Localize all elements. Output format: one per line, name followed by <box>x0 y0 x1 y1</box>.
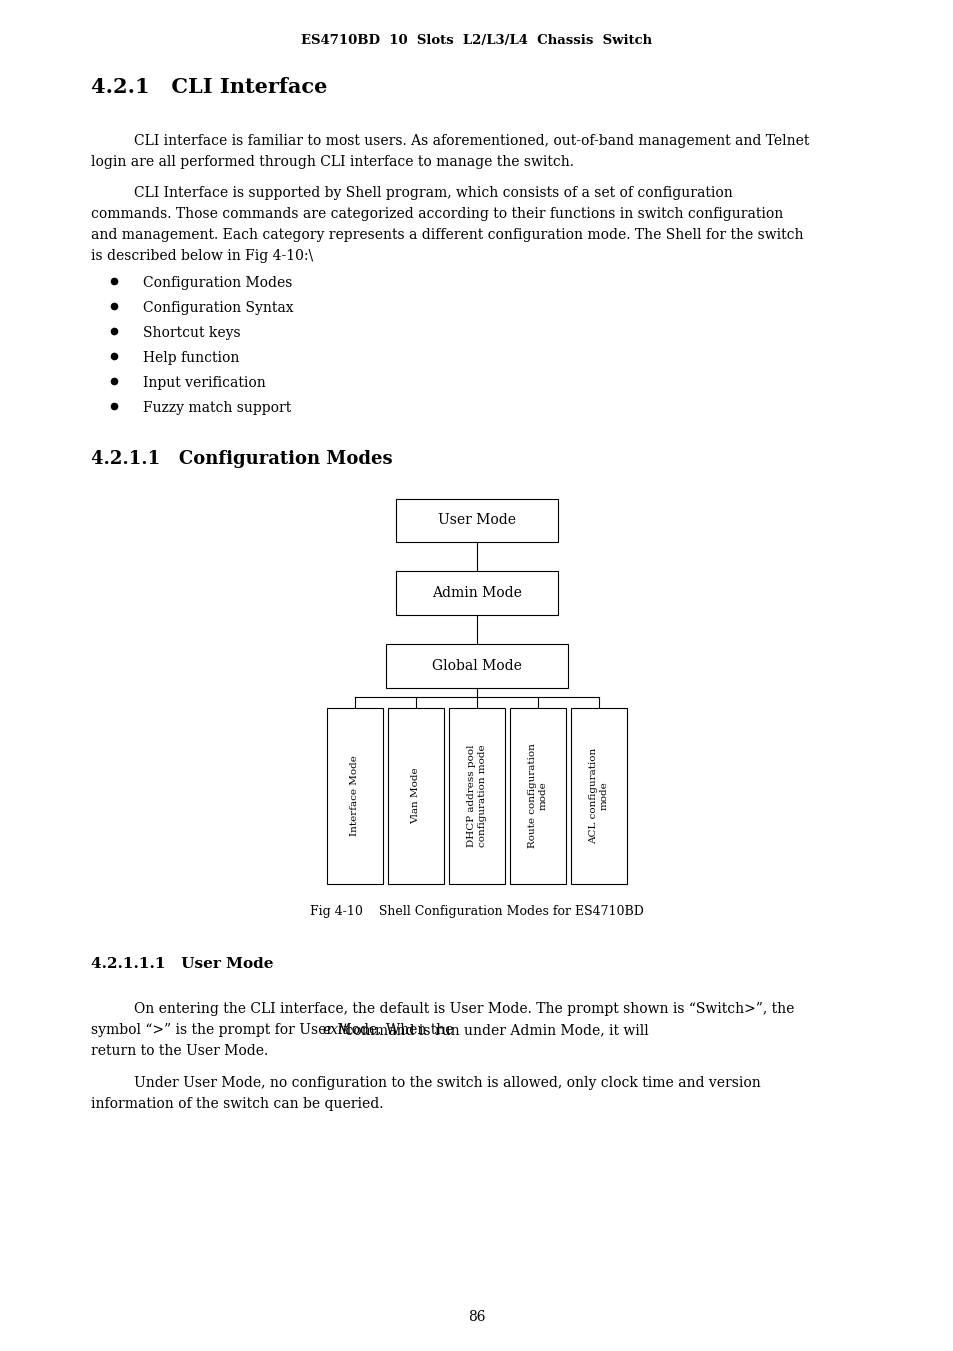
Text: ES4710BD  10  Slots  L2/L3/L4  Chassis  Switch: ES4710BD 10 Slots L2/L3/L4 Chassis Switc… <box>301 34 652 47</box>
Text: Fig 4-10    Shell Configuration Modes for ES4710BD: Fig 4-10 Shell Configuration Modes for E… <box>310 905 643 919</box>
Text: commands. Those commands are categorized according to their functions in switch : commands. Those commands are categorized… <box>91 208 782 222</box>
Text: Input verification: Input verification <box>143 376 266 389</box>
Text: Vlan Mode: Vlan Mode <box>411 767 420 824</box>
Text: Route configuration
mode: Route configuration mode <box>528 743 547 848</box>
Text: command is run under Admin Mode, it will: command is run under Admin Mode, it will <box>340 1023 648 1038</box>
Bar <box>395 571 558 615</box>
Bar <box>327 708 382 884</box>
Bar <box>395 499 558 542</box>
Bar <box>449 708 504 884</box>
Text: Help function: Help function <box>143 350 239 365</box>
Bar <box>386 644 567 688</box>
Text: symbol “>” is the prompt for User Mode. When the: symbol “>” is the prompt for User Mode. … <box>91 1023 457 1038</box>
Text: CLI interface is familiar to most users. As aforementioned, out-of-band manageme: CLI interface is familiar to most users.… <box>133 134 808 147</box>
Text: Global Mode: Global Mode <box>432 659 521 673</box>
Text: CLI Interface is supported by Shell program, which consists of a set of configur: CLI Interface is supported by Shell prog… <box>133 186 732 200</box>
Text: Fuzzy match support: Fuzzy match support <box>143 400 291 415</box>
Text: Admin Mode: Admin Mode <box>432 586 521 600</box>
Bar <box>510 708 565 884</box>
Text: Under User Mode, no configuration to the switch is allowed, only clock time and : Under User Mode, no configuration to the… <box>133 1075 760 1090</box>
Text: Configuration Syntax: Configuration Syntax <box>143 300 294 315</box>
Text: information of the switch can be queried.: information of the switch can be queried… <box>91 1097 383 1111</box>
Text: 86: 86 <box>468 1310 485 1324</box>
Text: and management. Each category represents a different configuration mode. The She: and management. Each category represents… <box>91 228 802 242</box>
Text: 4.2.1.1.1   User Mode: 4.2.1.1.1 User Mode <box>91 957 273 970</box>
Text: login are all performed through CLI interface to manage the switch.: login are all performed through CLI inte… <box>91 155 573 169</box>
Text: 4.2.1.1   Configuration Modes: 4.2.1.1 Configuration Modes <box>91 450 392 467</box>
Text: DHCP address pool
configuration mode: DHCP address pool configuration mode <box>467 744 486 847</box>
Text: Configuration Modes: Configuration Modes <box>143 276 293 289</box>
Text: is described below in Fig 4-10:\: is described below in Fig 4-10:\ <box>91 249 313 263</box>
Text: 4.2.1   CLI Interface: 4.2.1 CLI Interface <box>91 77 327 97</box>
Bar <box>571 708 626 884</box>
Text: return to the User Mode.: return to the User Mode. <box>91 1044 268 1058</box>
Text: On entering the CLI interface, the default is User Mode. The prompt shown is “Sw: On entering the CLI interface, the defau… <box>133 1002 793 1016</box>
Text: User Mode: User Mode <box>437 513 516 527</box>
Text: Shortcut keys: Shortcut keys <box>143 326 240 339</box>
Text: Interface Mode: Interface Mode <box>350 755 359 836</box>
Text: exit: exit <box>322 1023 348 1038</box>
Text: ACL configuration
mode: ACL configuration mode <box>589 747 608 844</box>
Bar <box>388 708 443 884</box>
